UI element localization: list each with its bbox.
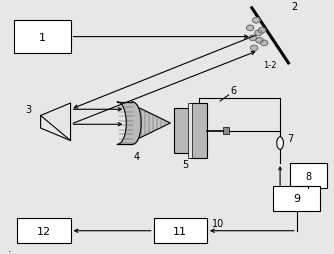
Circle shape	[253, 19, 260, 24]
Bar	[174, 108, 190, 153]
Circle shape	[250, 46, 258, 51]
Circle shape	[246, 26, 254, 31]
Text: 11: 11	[173, 226, 187, 236]
Circle shape	[261, 41, 268, 46]
Ellipse shape	[277, 137, 284, 150]
Text: 1: 1	[39, 33, 46, 42]
Circle shape	[258, 28, 266, 34]
Text: 5: 5	[182, 159, 188, 169]
Text: 7: 7	[287, 133, 294, 143]
Polygon shape	[140, 109, 170, 138]
Bar	[274, 186, 320, 211]
Bar	[14, 21, 70, 54]
Bar	[154, 218, 207, 243]
Circle shape	[255, 31, 262, 37]
Text: 8: 8	[305, 171, 311, 181]
Bar	[17, 218, 70, 243]
Circle shape	[256, 38, 263, 44]
Circle shape	[249, 36, 257, 41]
Bar	[188, 104, 192, 158]
Text: 6: 6	[231, 86, 237, 96]
Bar	[190, 104, 207, 158]
Text: 10: 10	[212, 218, 224, 228]
Bar	[290, 164, 327, 188]
Text: 12: 12	[37, 226, 51, 236]
Text: .: .	[7, 243, 11, 253]
Text: 2: 2	[292, 2, 298, 12]
Text: 9: 9	[293, 193, 300, 203]
Text: 3: 3	[26, 104, 32, 114]
Bar	[223, 127, 229, 135]
Text: 4: 4	[134, 152, 140, 162]
Text: 1-2: 1-2	[264, 60, 277, 69]
